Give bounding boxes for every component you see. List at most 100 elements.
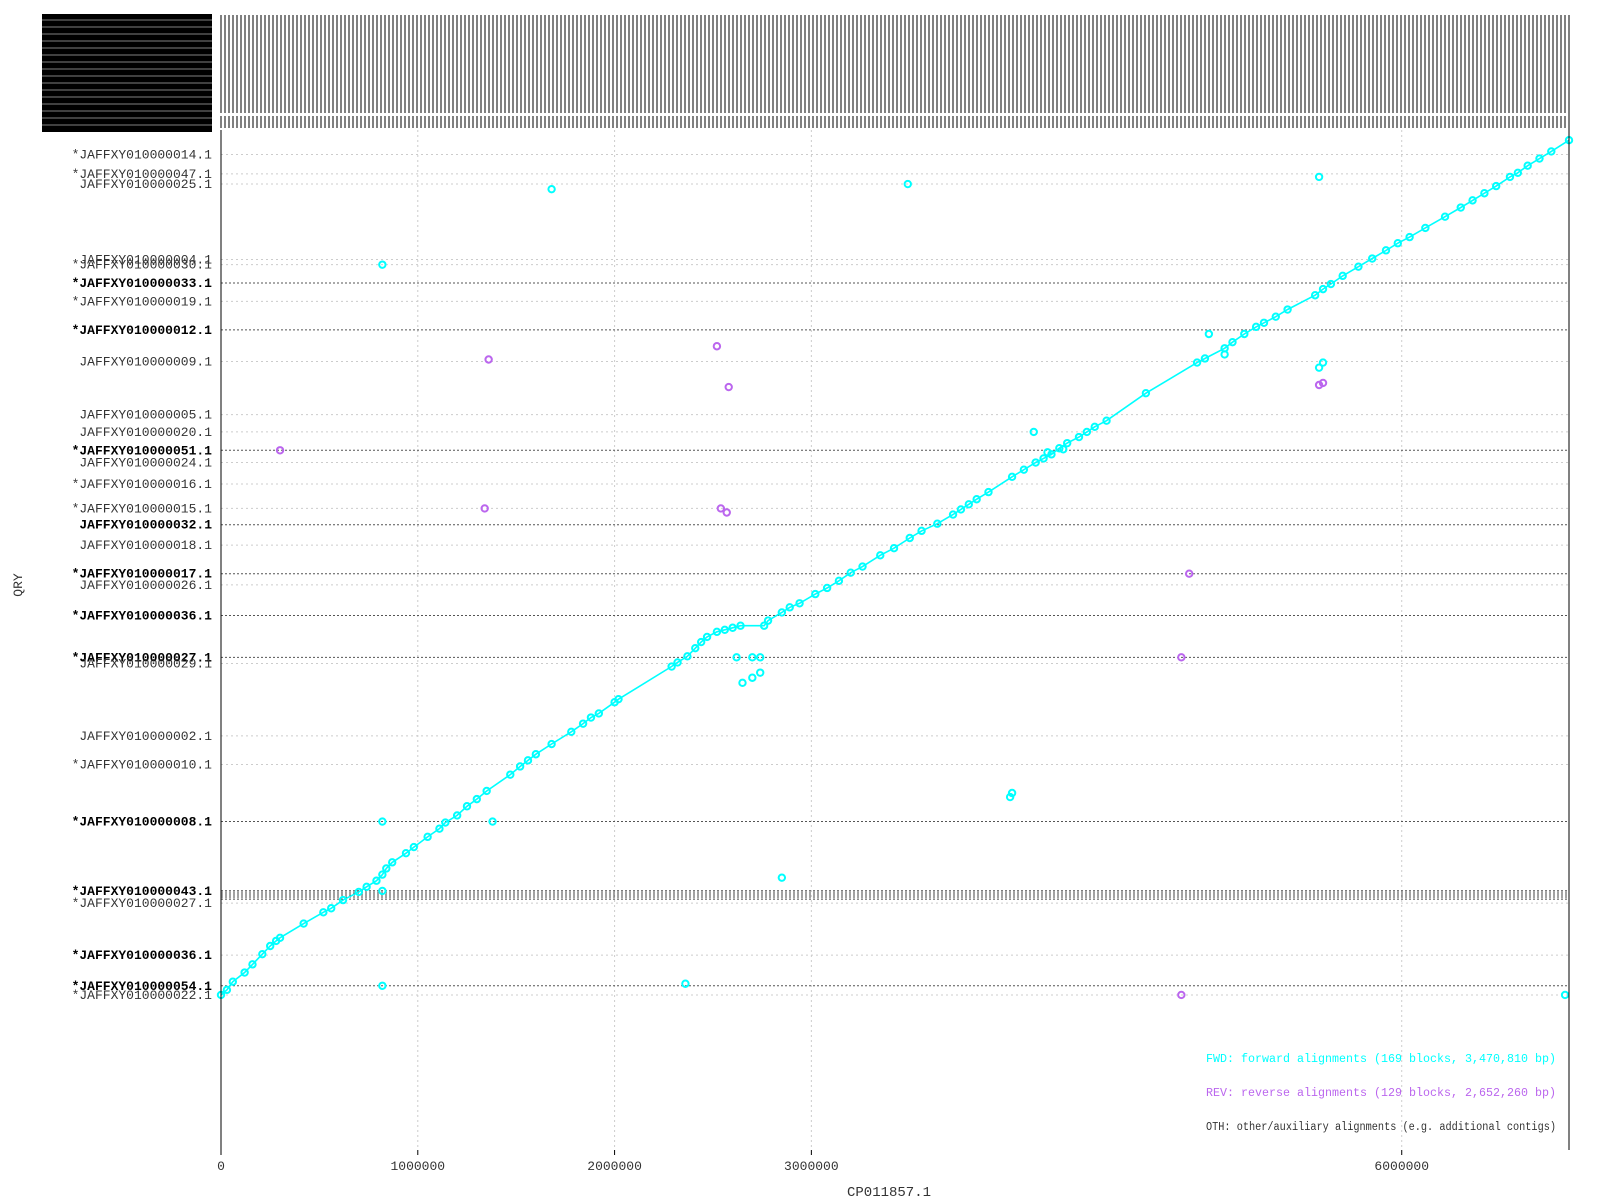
alignment-point-fwd-off	[547, 184, 556, 194]
alignment-points	[216, 136, 1574, 1000]
y-tick-label: *JAFFXY010000051.1	[72, 443, 213, 458]
y-tick-label: JAFFXY010000024.1	[79, 456, 212, 471]
y-tick-label: JAFFXY010000025.1	[79, 177, 212, 192]
alignment-point-fwd	[482, 786, 491, 796]
y-tick-label: *JAFFXY010000030.1	[72, 258, 213, 273]
alignment-point-fwd	[1007, 472, 1017, 481]
alignment-point-rev	[480, 504, 489, 513]
y-tick-label: *JAFFXY010000054.1	[72, 979, 213, 994]
alignment-point-fwd	[1368, 254, 1377, 263]
alignment-point-fwd	[452, 811, 462, 820]
y-tick-label: JAFFXY010000002.1	[79, 729, 212, 744]
alignment-point-fwd	[1354, 262, 1363, 271]
y-tick-label: *JAFFXY010000022.1	[72, 988, 213, 1003]
y-tick-label: *JAFFXY010000043.1	[72, 884, 213, 899]
alignment-point-fwd-off	[488, 817, 497, 826]
alignment-point-fwd	[547, 739, 556, 749]
alignment-point-fwd	[586, 713, 596, 722]
y-tick-label: *JAFFXY010000027.1	[72, 896, 213, 911]
legend-entry-fwd: FWD: forward alignments (169 blocks, 3,4…	[1206, 1053, 1556, 1066]
alignment-point-fwd	[846, 568, 855, 577]
contig-header-band	[42, 14, 1570, 132]
alignment-point-rev	[712, 342, 722, 351]
alignment-point-fwd	[889, 544, 899, 553]
legend-entry-rev: REV: reverse alignments (129 blocks, 2,6…	[1206, 1087, 1556, 1100]
alignment-point-fwd	[1062, 438, 1072, 448]
alignment-point-fwd	[964, 500, 973, 509]
alignment-point-fwd	[876, 551, 885, 560]
alignment-point-fwd-off	[378, 817, 387, 826]
alignment-point-fwd	[472, 794, 482, 804]
alignment-point-rev	[724, 382, 733, 392]
alignment-point-fwd	[984, 487, 993, 497]
alignment-point-fwd	[258, 949, 267, 959]
alignment-point-fwd	[696, 637, 706, 647]
x-tick-label: 0	[217, 1159, 225, 1174]
alignment-point-fwd	[728, 623, 737, 632]
alignment-point-fwd	[388, 858, 397, 867]
alignment-point-fwd	[1523, 161, 1532, 170]
alignment-point-fwd	[712, 627, 722, 637]
x-tick-label: 6000000	[1374, 1159, 1429, 1174]
alignment-point-fwd	[378, 870, 387, 879]
alignment-point-fwd	[736, 621, 745, 630]
alignment-point-fwd-off	[378, 886, 387, 896]
y-tick-label: *JAFFXY010000033.1	[72, 276, 213, 291]
alignment-point-fwd-off	[1007, 788, 1017, 798]
alignment-point-fwd	[1421, 223, 1430, 233]
y-tick-label: JAFFXY010000009.1	[79, 355, 212, 370]
alignment-point-fwd	[1491, 181, 1501, 191]
y-tick-label: *JAFFXY010000010.1	[72, 757, 213, 772]
x-tick-label: 2000000	[587, 1159, 642, 1174]
y-tick-label: *JAFFXY010000027.1	[72, 650, 213, 665]
alignment-point-fwd	[1102, 416, 1111, 425]
alignment-point-fwd	[1505, 172, 1515, 182]
alignment-point-fwd	[462, 802, 472, 811]
alignment-point-fwd	[1019, 465, 1029, 474]
alignment-point-fwd	[1310, 291, 1320, 300]
alignment-point-fwd	[1547, 147, 1556, 156]
alignment-point-rev	[1318, 378, 1328, 388]
alignment-point-fwd	[614, 694, 623, 704]
alignment-point-fwd	[1513, 168, 1523, 178]
alignment-point-fwd-off	[1059, 445, 1068, 454]
alignment-point-rev	[1177, 653, 1186, 662]
alignment-point-fwd	[319, 908, 328, 917]
legend: FWD: forward alignments (169 blocks, 3,4…	[1206, 1053, 1556, 1134]
alignment-point-rev	[1177, 990, 1186, 1000]
alignment-point-fwd	[1192, 358, 1202, 367]
alignment-point-fwd	[1039, 454, 1048, 463]
alignment-point-fwd-off	[738, 678, 747, 688]
alignment-point-fwd-off	[1318, 358, 1328, 367]
alignment-point-fwd-off	[732, 653, 741, 662]
alignment-point-fwd	[567, 727, 576, 736]
alignment-point-fwd-off	[748, 673, 757, 682]
y-tick-label: JAFFXY010000004.1	[79, 253, 212, 268]
alignment-point-fwd-off	[1314, 172, 1324, 182]
alignment-point-fwd-off	[378, 981, 387, 990]
alignment-point-fwd-off	[1204, 329, 1214, 339]
alignment-point-fwd	[327, 904, 336, 913]
x-tick-labels: 0 1000000 2000000 3000000 6000000	[217, 1150, 1429, 1174]
alignment-point-fwd-off	[1314, 363, 1324, 372]
alignment-point-rev	[716, 504, 726, 513]
alignment-point-fwd	[531, 750, 541, 759]
alignment-point-fwd	[1326, 279, 1336, 289]
alignment-point-fwd	[578, 719, 588, 728]
alignment-point-fwd	[905, 533, 914, 543]
alignment-point-fwd	[777, 608, 787, 617]
alignment-point-fwd	[275, 933, 285, 943]
y-tick-labels: *JAFFXY010000014.1*JAFFXY010000047.1JAFF…	[72, 147, 213, 1002]
alignment-point-fwd	[1405, 232, 1414, 242]
alignment-point-fwd	[228, 977, 238, 986]
y-tick-label: JAFFXY010000026.1	[79, 578, 212, 593]
alignment-point-fwd-off	[1005, 792, 1015, 802]
y-tick-label: *JAFFXY010000012.1	[72, 323, 213, 338]
alignment-point-fwd	[1240, 329, 1249, 339]
alignment-point-fwd-off	[1560, 990, 1570, 1000]
alignment-point-fwd	[1090, 422, 1099, 432]
alignment-point-fwd-off	[777, 873, 787, 882]
alignment-point-fwd	[423, 832, 432, 842]
alignment-point-fwd	[795, 599, 804, 608]
y-tick-label: JAFFXY010000029.1	[79, 656, 212, 671]
